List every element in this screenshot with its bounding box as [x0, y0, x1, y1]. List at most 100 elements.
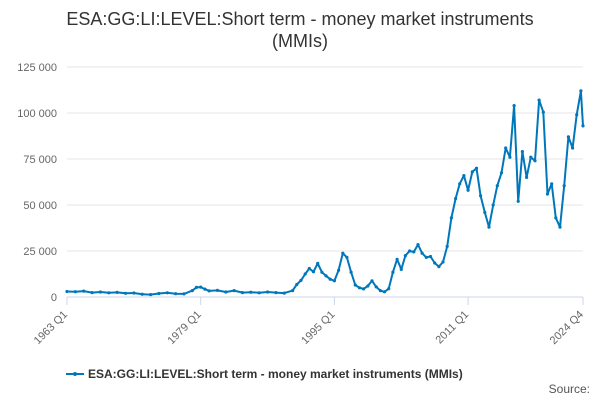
data-point[interactable]	[391, 270, 395, 274]
data-point[interactable]	[579, 89, 583, 93]
data-point[interactable]	[512, 104, 516, 108]
data-point[interactable]	[525, 175, 529, 179]
data-point[interactable]	[341, 251, 345, 255]
data-point[interactable]	[295, 282, 299, 287]
data-point[interactable]	[581, 124, 585, 128]
data-point[interactable]	[203, 287, 207, 291]
data-point[interactable]	[370, 279, 374, 283]
data-point[interactable]	[207, 289, 211, 293]
data-point[interactable]	[378, 289, 382, 293]
data-point[interactable]	[441, 260, 445, 264]
data-point[interactable]	[562, 184, 566, 188]
data-point[interactable]	[395, 257, 399, 261]
data-point[interactable]	[224, 290, 228, 294]
data-point[interactable]	[491, 203, 495, 207]
data-point[interactable]	[462, 174, 466, 178]
data-point[interactable]	[107, 291, 111, 295]
data-point[interactable]	[174, 292, 178, 296]
data-point[interactable]	[420, 251, 424, 255]
data-point[interactable]	[320, 270, 324, 274]
data-point[interactable]	[366, 284, 370, 288]
data-point[interactable]	[374, 285, 378, 289]
data-point[interactable]	[324, 274, 328, 278]
data-point[interactable]	[470, 170, 474, 174]
data-point[interactable]	[428, 254, 433, 259]
data-point[interactable]	[495, 184, 499, 188]
data-point[interactable]	[123, 291, 128, 295]
data-point[interactable]	[466, 188, 470, 192]
data-point[interactable]	[132, 291, 136, 295]
data-point[interactable]	[215, 288, 219, 292]
data-point[interactable]	[508, 155, 512, 159]
data-point[interactable]	[274, 291, 278, 295]
data-point[interactable]	[533, 159, 537, 163]
data-point[interactable]	[433, 261, 437, 265]
data-point[interactable]	[328, 277, 332, 281]
data-point[interactable]	[282, 291, 286, 295]
data-point[interactable]	[558, 225, 562, 229]
data-point[interactable]	[529, 155, 533, 159]
data-point[interactable]	[165, 291, 169, 295]
data-point[interactable]	[382, 290, 387, 294]
data-point[interactable]	[115, 290, 119, 294]
data-point[interactable]	[520, 150, 525, 154]
data-point[interactable]	[362, 287, 366, 291]
data-point[interactable]	[199, 285, 203, 289]
data-point[interactable]	[353, 283, 357, 287]
data-point[interactable]	[299, 278, 303, 282]
data-point[interactable]	[311, 270, 316, 274]
data-point[interactable]	[487, 225, 491, 229]
data-point[interactable]	[566, 135, 571, 139]
data-point[interactable]	[449, 216, 453, 220]
data-point[interactable]	[307, 266, 311, 271]
data-point[interactable]	[182, 292, 186, 296]
data-point[interactable]	[550, 182, 554, 186]
data-point[interactable]	[424, 255, 428, 259]
data-point[interactable]	[249, 290, 253, 294]
data-point[interactable]	[541, 110, 545, 114]
data-point[interactable]	[357, 286, 362, 290]
data-point[interactable]	[65, 289, 69, 294]
data-point[interactable]	[98, 290, 102, 294]
data-point[interactable]	[403, 254, 407, 258]
data-point[interactable]	[266, 290, 270, 294]
data-point[interactable]	[140, 292, 144, 296]
data-point[interactable]	[82, 289, 86, 293]
data-point[interactable]	[90, 291, 94, 295]
data-point[interactable]	[504, 146, 508, 150]
data-point[interactable]	[554, 216, 558, 220]
data-point[interactable]	[571, 146, 575, 150]
data-point[interactable]	[416, 243, 420, 247]
data-point[interactable]	[337, 268, 341, 272]
data-point[interactable]	[291, 289, 295, 293]
data-point[interactable]	[349, 270, 353, 274]
data-point[interactable]	[194, 285, 199, 289]
data-point[interactable]	[412, 250, 416, 254]
data-point[interactable]	[232, 289, 236, 293]
legend[interactable]: ESA:GG:LI:LEVEL:Short term - money marke…	[66, 365, 463, 383]
data-point[interactable]	[575, 113, 579, 117]
data-point[interactable]	[499, 171, 504, 175]
data-point[interactable]	[437, 265, 441, 269]
data-point[interactable]	[73, 290, 77, 294]
data-point[interactable]	[537, 98, 541, 102]
data-point[interactable]	[445, 244, 449, 248]
data-point[interactable]	[454, 197, 458, 201]
data-point[interactable]	[408, 249, 412, 253]
data-point[interactable]	[303, 272, 307, 276]
data-point[interactable]	[332, 279, 336, 283]
data-point[interactable]	[149, 293, 153, 297]
data-point[interactable]	[387, 287, 391, 291]
data-point[interactable]	[479, 194, 483, 198]
data-point[interactable]	[345, 255, 349, 259]
data-point[interactable]	[474, 166, 479, 170]
data-point[interactable]	[240, 291, 245, 295]
data-point[interactable]	[516, 199, 520, 203]
data-point[interactable]	[545, 192, 550, 196]
data-point[interactable]	[399, 267, 403, 271]
data-point[interactable]	[257, 291, 261, 295]
data-point[interactable]	[316, 261, 320, 265]
series-line[interactable]	[66, 89, 584, 296]
data-point[interactable]	[483, 210, 487, 214]
data-point[interactable]	[190, 289, 194, 293]
